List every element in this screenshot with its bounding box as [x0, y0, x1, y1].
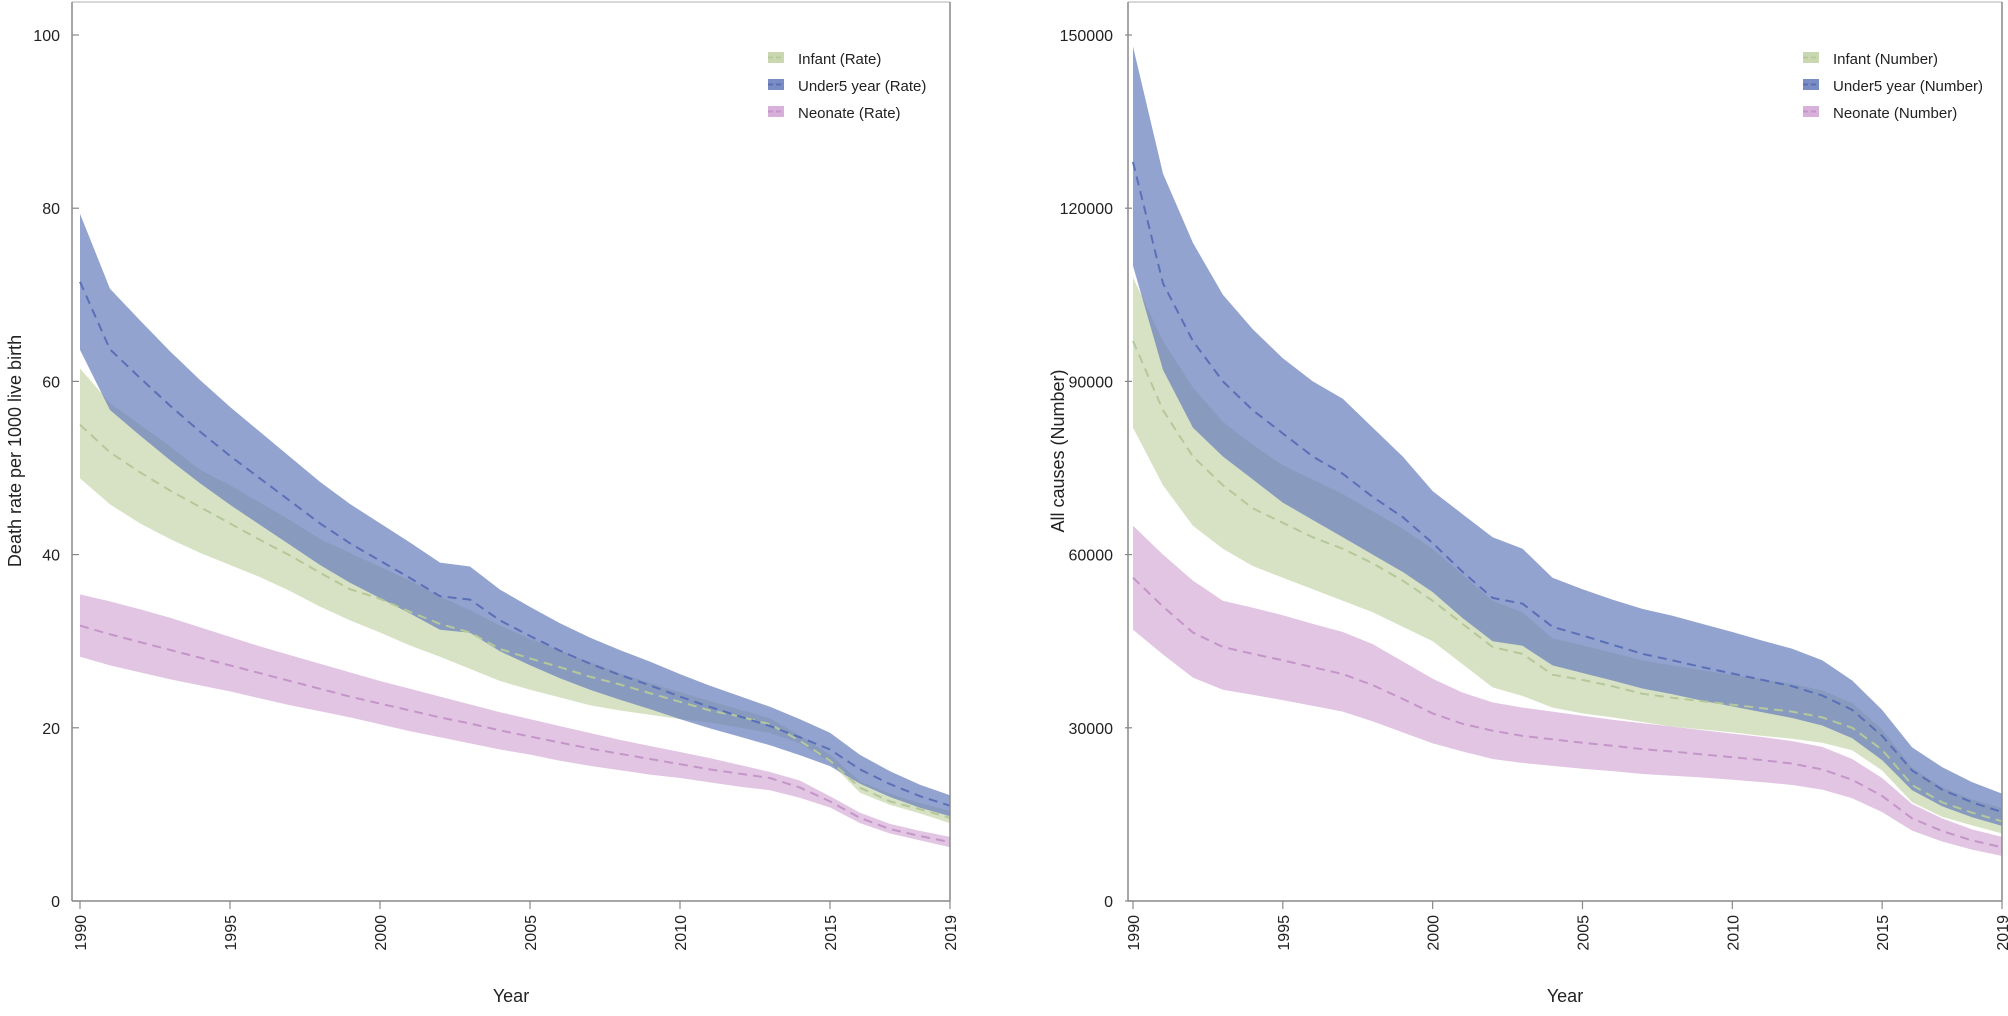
rate-x-tick-label: 2005 [523, 915, 540, 951]
neonate-number-uncertainty-band [1133, 525, 2002, 856]
number-y-tick-label: 0 [1104, 894, 1113, 911]
neonate-number-mean-line [1132, 576, 2003, 849]
rate-x-tick-label: 2000 [373, 915, 390, 951]
under5-year-rate-mean-line [79, 281, 951, 807]
infant-number-legend-label: Infant (Number) [1833, 51, 1938, 68]
neonate-rate-mean-line [79, 624, 951, 844]
number-x-tick-label: 1995 [1276, 915, 1293, 951]
rate-x-tick-label: 2010 [673, 915, 690, 951]
number-x-tick-label: 2015 [1875, 915, 1892, 951]
rate-y-tick-label: 80 [42, 201, 60, 218]
number-chart-panel: 0 30000 60000 90000 120000 150000 1990 1995 200… [1048, 1, 2008, 1006]
number-y-tick-label: 150000 [1060, 28, 1113, 45]
number-x-tick-label: 1990 [1126, 915, 1143, 951]
rate-y-tick-label: 40 [42, 548, 60, 565]
number-x-tick-label: 2010 [1725, 915, 1742, 951]
rate-x-tick-label: 1995 [223, 915, 240, 951]
infant-rate-mean-line [79, 423, 951, 819]
under5-year-rate-legend-label: Under5 year (Rate) [798, 78, 926, 95]
rate-x-tick-label: 2015 [823, 915, 840, 951]
infant-number-mean-line [1132, 340, 2003, 823]
rate-y-tick-label: 100 [33, 28, 60, 45]
neonate-number-legend-label: Neonate (Number) [1833, 105, 1957, 122]
rate-x-tick-label: 1990 [73, 915, 90, 951]
rate-y-tick-label: 60 [42, 374, 60, 391]
number-x-tick-label: 2000 [1426, 915, 1443, 951]
under5-year-number-uncertainty-band [1133, 46, 2002, 826]
rate-chart-panel: 0 20 40 60 80 100 1990 1995 2000 2005 2010 2015 201… [5, 1, 960, 1006]
rate-y-tick-label: 0 [51, 894, 60, 911]
number-x-tick-label: 2005 [1575, 915, 1592, 951]
rate-chart-x-label: Year [493, 986, 529, 1006]
rate-y-tick-label: 20 [42, 721, 60, 738]
rate-chart-y-label: Death rate per 1000 live birth [5, 335, 25, 567]
neonate-rate-legend-label: Neonate (Rate) [798, 105, 901, 122]
number-y-tick-label: 90000 [1069, 374, 1114, 391]
number-y-tick-label: 120000 [1060, 201, 1113, 218]
number-y-tick-label: 30000 [1069, 721, 1114, 738]
infant-rate-legend-label: Infant (Rate) [798, 51, 881, 68]
number-y-tick-label: 60000 [1069, 548, 1114, 565]
rate-x-tick-label: 2019 [943, 915, 960, 951]
number-chart-y-label: All causes (Number) [1048, 369, 1068, 532]
number-x-tick-label: 2019 [1995, 915, 2008, 951]
neonate-rate-uncertainty-band [80, 594, 950, 848]
under5-year-number-legend-label: Under5 year (Number) [1833, 78, 1983, 95]
under5-year-rate-uncertainty-band [80, 213, 950, 817]
number-chart-x-label: Year [1547, 986, 1583, 1006]
